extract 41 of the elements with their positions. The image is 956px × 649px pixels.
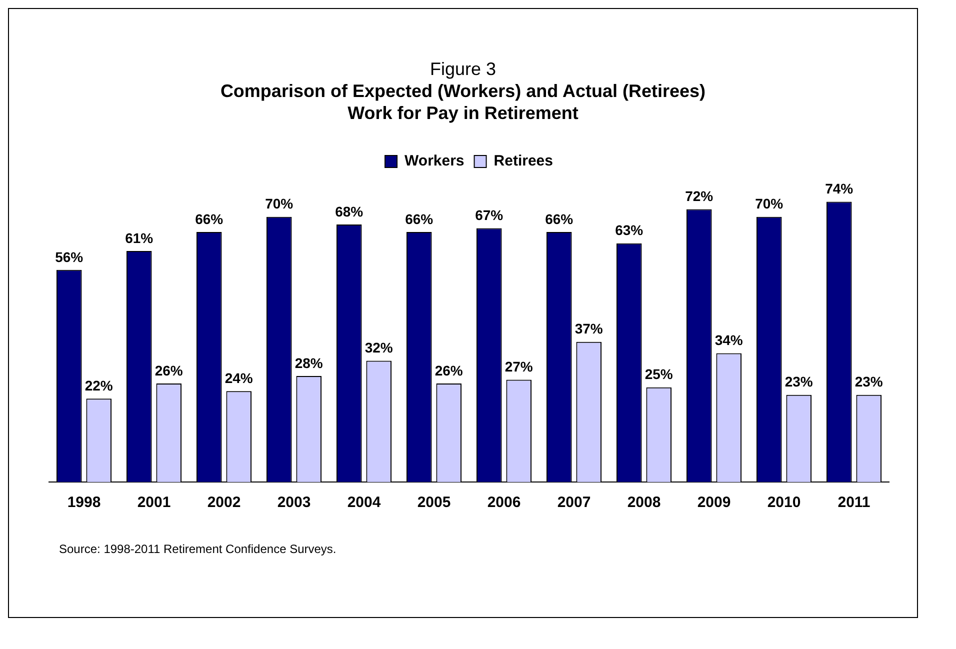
source-note: Source: 1998-2011 Retirement Confidence Surveys. bbox=[59, 542, 338, 556]
data-label: 26% bbox=[434, 362, 464, 378]
x-tick-label: 2007 bbox=[557, 494, 591, 512]
chart-subtitle: Comparison of Expected (Workers) and Actual (Retirees) Work for Pay in Retirement bbox=[219, 80, 707, 124]
x-tick-label: 2006 bbox=[487, 494, 521, 512]
data-label: 28% bbox=[294, 354, 324, 371]
chart-title: Figure 3 bbox=[428, 59, 498, 80]
x-tick-label: 2002 bbox=[207, 494, 241, 512]
data-label: 63% bbox=[615, 222, 644, 238]
data-label: 66% bbox=[405, 210, 434, 227]
data-label: 66% bbox=[545, 210, 574, 227]
x-tick-label: 2011 bbox=[838, 494, 870, 512]
data-label: 23% bbox=[784, 374, 814, 390]
data-label: 70% bbox=[265, 196, 294, 212]
x-tick-label: 1998 bbox=[67, 494, 101, 512]
data-label: 61% bbox=[125, 230, 154, 246]
data-label: 72% bbox=[685, 188, 714, 204]
data-label: 24% bbox=[224, 370, 254, 386]
data-label: 32% bbox=[364, 340, 394, 356]
data-label: 67% bbox=[475, 207, 504, 224]
data-label: 26% bbox=[154, 362, 184, 378]
legend-label: Retirees bbox=[494, 152, 553, 170]
legend-label: Workers bbox=[404, 152, 464, 170]
data-label: 22% bbox=[84, 378, 114, 394]
data-label: 70% bbox=[755, 196, 784, 212]
data-label: 68% bbox=[335, 203, 364, 220]
x-tick-label: 2009 bbox=[697, 494, 731, 512]
data-label: 23% bbox=[854, 374, 884, 390]
data-label: 56% bbox=[55, 248, 84, 265]
data-label: 27% bbox=[504, 358, 534, 375]
x-tick-label: 2003 bbox=[277, 494, 311, 512]
x-tick-label: 2008 bbox=[627, 494, 661, 512]
x-tick-label: 2010 bbox=[767, 494, 801, 512]
data-label: 34% bbox=[714, 332, 744, 348]
x-tick-label: 2005 bbox=[417, 494, 451, 512]
data-label: 66% bbox=[195, 210, 224, 227]
x-tick-label: 2004 bbox=[347, 494, 382, 512]
data-label: 37% bbox=[574, 320, 604, 337]
data-label: 74% bbox=[825, 180, 854, 197]
x-tick-label: 2001 bbox=[137, 494, 171, 512]
data-label: 25% bbox=[644, 366, 674, 382]
